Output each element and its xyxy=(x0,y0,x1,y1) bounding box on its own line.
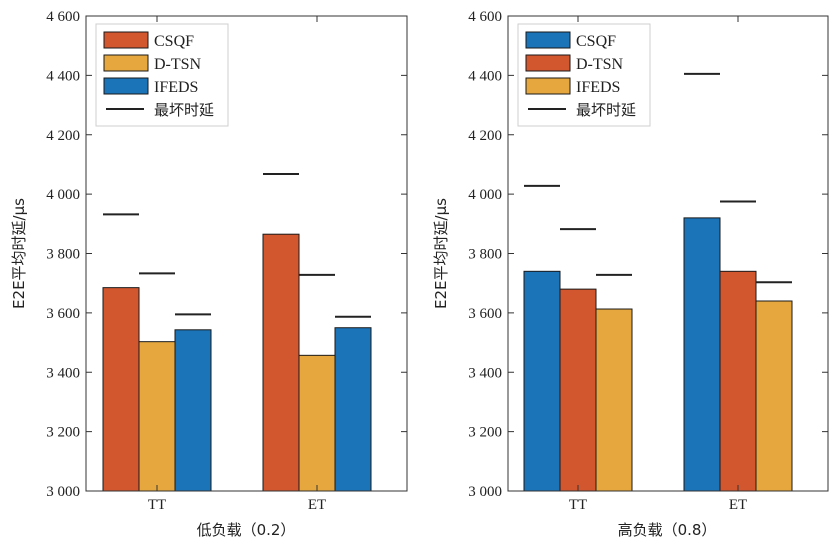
bar-csqf-tt xyxy=(523,270,561,492)
bar-d-tsn-tt xyxy=(138,341,176,492)
legend-label-d-tsn: D-TSN xyxy=(576,56,624,73)
y-tick-label: 4 000 xyxy=(46,187,80,203)
y-tick-label: 4 600 xyxy=(468,9,502,25)
y-tick-label: 3 800 xyxy=(46,247,80,263)
y-tick-label: 3 000 xyxy=(46,484,80,500)
bar-csqf-tt xyxy=(102,287,140,492)
legend-label-csqf: CSQF xyxy=(576,33,616,50)
x-tick-label: TT xyxy=(569,497,587,513)
x-tick-label: TT xyxy=(148,497,166,513)
legend-swatch-d-tsn xyxy=(525,54,571,72)
bar-ifeds-tt xyxy=(595,308,633,492)
y-tick-label: 4 200 xyxy=(468,128,502,144)
legend-label-d-tsn: D-TSN xyxy=(154,56,202,73)
y-axis-label: E2E平均时延/μs xyxy=(10,198,28,309)
y-tick-label: 3 400 xyxy=(468,365,502,381)
y-tick-label: 3 600 xyxy=(468,306,502,322)
x-axis-title: 低负载（0.2） xyxy=(197,521,296,539)
x-tick-label: ET xyxy=(308,497,326,513)
legend-swatch-csqf xyxy=(103,31,149,49)
bar-d-tsn-et xyxy=(719,270,757,492)
bar-csqf-et xyxy=(262,233,300,492)
legend-label-ifeds: IFEDS xyxy=(576,79,620,96)
x-tick-label: ET xyxy=(729,497,747,513)
bar-csqf-et xyxy=(683,217,721,492)
y-tick-label: 4 000 xyxy=(468,187,502,203)
bar-ifeds-et xyxy=(755,300,793,492)
y-axis-label: E2E平均时延/μs xyxy=(432,198,450,309)
legend-label-ifeds: IFEDS xyxy=(154,79,198,96)
y-tick-label: 4 600 xyxy=(46,9,80,25)
legend-label-worst: 最坏时延 xyxy=(154,101,214,119)
y-tick-label: 3 200 xyxy=(46,425,80,441)
plot-frame xyxy=(507,15,829,492)
bar-ifeds-et xyxy=(334,327,372,492)
legend-swatch-csqf xyxy=(525,31,571,49)
y-tick-label: 3 800 xyxy=(468,247,502,263)
y-tick-label: 3 400 xyxy=(46,365,80,381)
legend-label-worst: 最坏时延 xyxy=(576,101,636,119)
y-tick-label: 3 600 xyxy=(46,306,80,322)
legend-swatch-ifeds xyxy=(525,77,571,95)
legend-swatch-d-tsn xyxy=(103,54,149,72)
bar-d-tsn-tt xyxy=(559,288,597,492)
y-tick-label: 3 200 xyxy=(468,425,502,441)
legend-swatch-ifeds xyxy=(103,77,149,95)
y-tick-label: 4 200 xyxy=(46,128,80,144)
plot-frame xyxy=(85,15,408,492)
y-tick-label: 3 000 xyxy=(468,484,502,500)
legend-label-csqf: CSQF xyxy=(154,33,194,50)
bar-ifeds-tt xyxy=(174,329,212,492)
y-tick-label: 4 400 xyxy=(468,68,502,84)
chart-low-load: 3 000 3 200 3 400 3 600 3 800 4 000 4 200 4 400… xyxy=(10,9,408,539)
x-axis-title: 高负载（0.8） xyxy=(618,521,717,539)
bar-d-tsn-et xyxy=(298,354,336,492)
y-tick-label: 4 400 xyxy=(46,68,80,84)
chart-high-load: 3 000 3 200 3 400 3 600 3 800 4 000 4 200 4 400… xyxy=(432,9,829,539)
